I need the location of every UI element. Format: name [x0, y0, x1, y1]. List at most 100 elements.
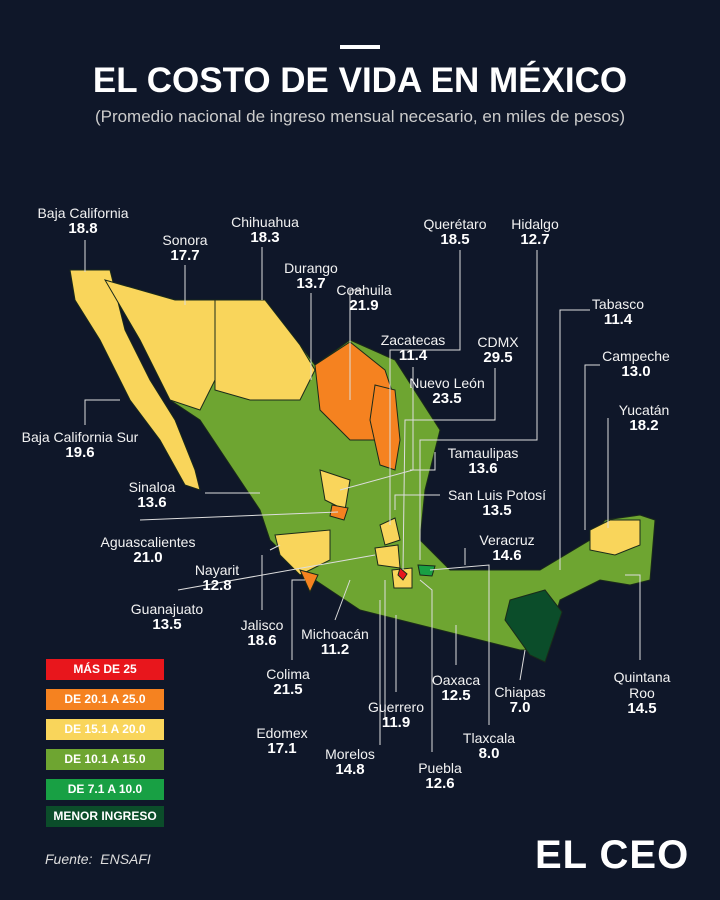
state-label: Campeche 13.0 [586, 348, 686, 380]
state-name: Veracruz [479, 532, 535, 548]
state-label: Durango 13.7 [261, 260, 361, 292]
state-value: 14.6 [492, 547, 522, 564]
state-name: Coahuila [336, 282, 392, 298]
state-name: Querétaro [423, 216, 487, 232]
state-label: Tlaxcala 8.0 [444, 730, 534, 762]
state-name: Nayarit [194, 562, 240, 578]
guanajuato [374, 544, 401, 569]
state-value: 11.2 [320, 641, 350, 658]
subtitle: (Promedio nacional de ingreso mensual ne… [94, 107, 626, 126]
cdmx [397, 567, 408, 581]
source: Fuente: ENSAFI [45, 851, 151, 867]
tlaxcala [417, 564, 436, 577]
state-name: Quintana Roo [613, 669, 671, 701]
state-label: Michoacán 11.2 [285, 626, 385, 658]
state-value: 12.5 [441, 687, 471, 704]
state-value: 7.0 [509, 699, 531, 716]
leader [291, 579, 305, 660]
state-value: 23.5 [432, 390, 462, 407]
state-name: Baja California [37, 205, 129, 221]
legend-item: DE 10.1 A 15.0 [46, 749, 164, 770]
leader [419, 250, 538, 560]
sonora [103, 279, 216, 411]
legend-item: MÁS DE 25 [46, 659, 164, 680]
state-label: Chiapas 7.0 [475, 684, 565, 716]
title: EL COSTO DE VIDA EN MÉXICO [92, 61, 628, 100]
state-label: Jalisco 18.6 [217, 617, 307, 649]
state-value: 11.4 [603, 311, 633, 328]
state-label: Yucatán 18.2 [594, 402, 694, 434]
state-label: Colima 21.5 [243, 666, 333, 698]
state-label: Nayarit 12.8 [167, 562, 267, 594]
state-label: Morelos 14.8 [305, 746, 395, 778]
state-label: Veracruz 14.6 [457, 532, 557, 564]
state-name: Colima [266, 666, 310, 682]
state-name: Chihuahua [231, 214, 299, 230]
state-label: Tabasco 11.4 [568, 296, 668, 328]
leader [429, 564, 490, 725]
state-label: San Luis Potosí 13.5 [432, 487, 562, 519]
yucatan [589, 519, 641, 556]
state-name: Guerrero [367, 699, 425, 715]
legend-item: DE 15.1 A 20.0 [46, 719, 164, 740]
state-label: Guanajuato 13.5 [112, 601, 222, 633]
state-name: Durango [284, 260, 338, 276]
state-value: 8.0 [478, 745, 500, 762]
state-name: Puebla [418, 760, 462, 776]
state-value: 18.2 [629, 417, 659, 434]
state-name: Michoacán [301, 626, 369, 642]
legend-item: MENOR INGRESO [46, 806, 164, 827]
leader [269, 544, 281, 551]
colima [299, 569, 319, 594]
state-name: Tamaulipas [447, 445, 519, 461]
state-value: 11.9 [381, 714, 411, 731]
leader [177, 554, 376, 591]
state-value: 13.0 [621, 363, 651, 380]
state-label: Sinaloa 13.6 [102, 479, 202, 511]
state-label: Baja California 18.8 [18, 205, 148, 237]
state-name: Sinaloa [128, 479, 176, 495]
jalisco [274, 529, 331, 576]
state-name: Tabasco [591, 296, 645, 312]
leader [625, 574, 641, 660]
state-label: Nuevo León 23.5 [392, 375, 502, 407]
chiapas [504, 589, 563, 663]
state-label: Sonora 17.7 [135, 232, 235, 264]
state-name: Jalisco [240, 617, 284, 633]
leader-lines [84, 240, 641, 752]
state-label: Baja California Sur 19.6 [15, 429, 145, 461]
state-label: Chihuahua 18.3 [210, 214, 320, 246]
leader [584, 364, 600, 530]
state-value: 13.7 [296, 275, 326, 292]
state-name: Oaxaca [431, 672, 481, 688]
state-value: 13.5 [482, 502, 512, 519]
state-name: Zacatecas [380, 332, 446, 348]
baja [69, 269, 201, 491]
state-value: 18.5 [440, 231, 470, 248]
state-label: Edomex 17.1 [237, 725, 327, 757]
state-value: 13.6 [137, 494, 167, 511]
state-name: Hidalgo [511, 216, 559, 232]
leader [349, 289, 363, 400]
title-bar [340, 45, 380, 49]
state-value: 19.6 [65, 444, 95, 461]
state-name: San Luis Potosí [447, 487, 547, 503]
state-label: Quintana Roo 14.5 [607, 669, 677, 717]
leader [519, 649, 526, 681]
state-value: 29.5 [483, 349, 513, 366]
state-name: Yucatán [618, 402, 670, 418]
logo: EL CEO [535, 833, 690, 877]
state-label: Puebla 12.6 [395, 760, 485, 792]
leader [394, 494, 440, 510]
state-label: Oaxaca 12.5 [411, 672, 501, 704]
state-name: Guanajuato [130, 601, 204, 617]
state-name: Tlaxcala [462, 730, 516, 746]
state-label: Tamaulipas 13.6 [428, 445, 538, 477]
nuevo-leon [369, 384, 401, 471]
state-value: 17.7 [170, 247, 200, 264]
state-label: Coahuila 21.9 [314, 282, 414, 314]
legend-item: DE 20.1 A 25.0 [46, 689, 164, 710]
state-name: Edomex [256, 725, 308, 741]
